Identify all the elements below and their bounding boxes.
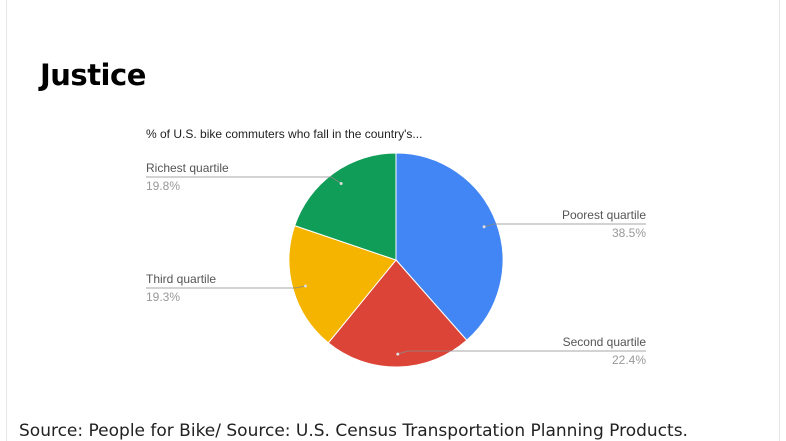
pie-slice-third-quartile (288, 225, 397, 344)
pie-slice-second-quartile (327, 259, 468, 368)
leader-dot (482, 225, 486, 229)
slide (6, 0, 780, 441)
leader-line (146, 176, 342, 184)
chart-title: % of U.S. bike commuters who fall in the… (146, 127, 423, 141)
leader-line (483, 223, 646, 228)
leader-dot (339, 181, 343, 185)
leader-line (397, 350, 646, 355)
leader-line (146, 285, 306, 289)
leader-dot (303, 284, 307, 288)
source-note: Source: People for Bike/ Source: U.S. Ce… (19, 421, 688, 441)
slice-label: Richest quartile (146, 161, 229, 175)
slice-value-label: 19.3% (146, 290, 180, 304)
slide-title: Justice (40, 58, 146, 92)
slice-label: Poorest quartile (562, 208, 646, 222)
slice-value-label: 22.4% (612, 353, 646, 367)
pie-slice-poorest-quartile (395, 152, 504, 341)
pie-slice-richest-quartile (294, 152, 397, 261)
leader-dot (396, 352, 400, 356)
slice-label: Third quartile (146, 272, 216, 286)
slice-value-label: 38.5% (612, 226, 646, 240)
slice-value-label: 19.8% (146, 179, 180, 193)
slice-label: Second quartile (563, 335, 647, 349)
